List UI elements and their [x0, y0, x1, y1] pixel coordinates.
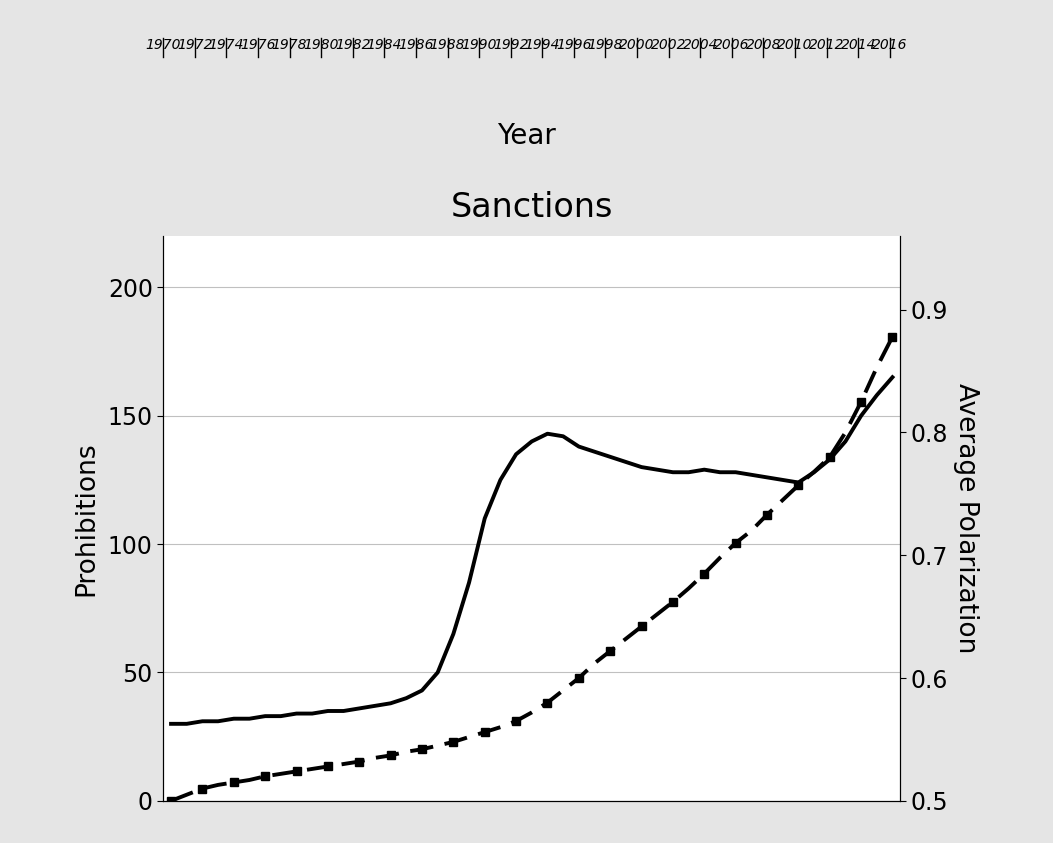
Y-axis label: Prohibitions: Prohibitions [74, 441, 99, 596]
Text: 1982: 1982 [335, 38, 371, 52]
Text: 1980: 1980 [303, 38, 339, 52]
Text: 2002: 2002 [651, 38, 687, 52]
Text: 1990: 1990 [461, 38, 497, 52]
Text: 2008: 2008 [746, 38, 781, 52]
Text: 2016: 2016 [872, 38, 908, 52]
Text: 1972: 1972 [177, 38, 213, 52]
Text: 2014: 2014 [840, 38, 876, 52]
Text: 2006: 2006 [714, 38, 750, 52]
Y-axis label: Average Polarization: Average Polarization [953, 384, 979, 653]
Text: 2012: 2012 [809, 38, 845, 52]
Text: 1998: 1998 [588, 38, 623, 52]
Text: 1984: 1984 [366, 38, 402, 52]
Text: 1974: 1974 [208, 38, 244, 52]
Title: Sanctions: Sanctions [451, 191, 613, 223]
Text: 2000: 2000 [619, 38, 655, 52]
Text: 2004: 2004 [682, 38, 718, 52]
Text: 1978: 1978 [272, 38, 307, 52]
Text: 1988: 1988 [430, 38, 465, 52]
Text: 2010: 2010 [777, 38, 813, 52]
Text: 1986: 1986 [398, 38, 434, 52]
Text: 1976: 1976 [240, 38, 276, 52]
Text: 1994: 1994 [524, 38, 560, 52]
Text: 1970: 1970 [145, 38, 181, 52]
Text: 1996: 1996 [556, 38, 592, 52]
Text: Year: Year [497, 122, 556, 150]
Text: 1992: 1992 [493, 38, 529, 52]
